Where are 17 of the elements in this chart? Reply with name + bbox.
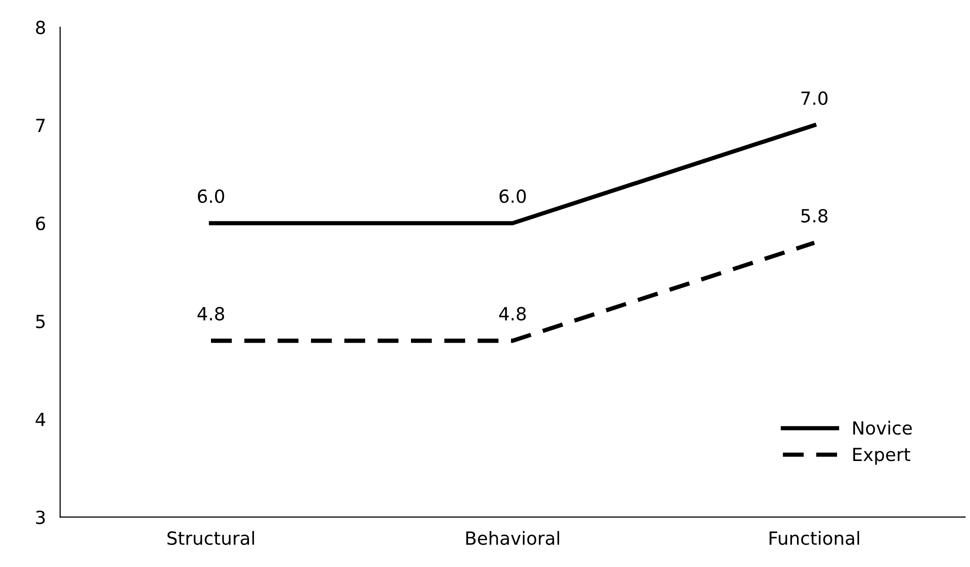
- y-tick-label: 8: [36, 20, 46, 34]
- x-tick-label: Functional: [770, 530, 860, 545]
- legend-label: Novice: [853, 420, 912, 435]
- data-label: 6.0: [198, 189, 224, 204]
- data-label: 4.8: [499, 306, 526, 321]
- data-label: 6.0: [500, 189, 526, 204]
- data-label: 7.0: [801, 91, 828, 106]
- y-tick-label: 5: [36, 314, 45, 328]
- y-tick-label: 4: [36, 412, 46, 426]
- x-tick-label: Structural: [167, 530, 254, 545]
- legend-label: Expert: [853, 448, 910, 465]
- y-tick-label: 3: [36, 510, 45, 524]
- y-tick-label: 7: [36, 118, 45, 132]
- x-tick-label: Behavioral: [466, 530, 560, 545]
- data-label: 4.8: [198, 306, 224, 321]
- y-tick-label: 6: [36, 216, 46, 230]
- data-label: 5.8: [801, 208, 828, 223]
